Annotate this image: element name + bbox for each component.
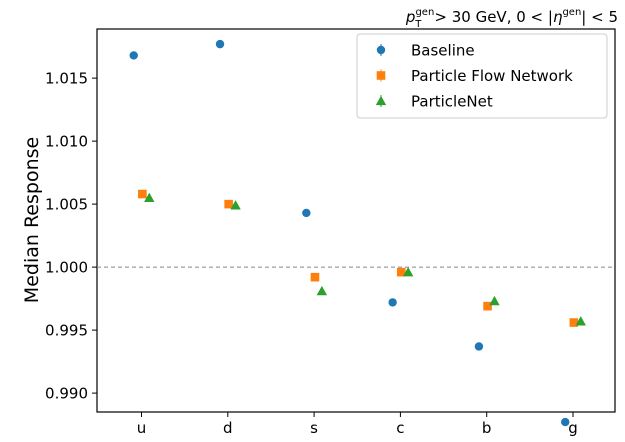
legend-marker-square (376, 71, 386, 80)
legend-box (356, 33, 608, 119)
title-pt-superscript: gen (415, 7, 434, 18)
data-point-square (224, 199, 233, 209)
title-eta-symbol: η (553, 8, 563, 26)
y-axis: 0.990 0.995 1.000 1.005 1.010 1.015 (45, 70, 97, 403)
data-point-square (396, 267, 406, 277)
x-tick-label: s (310, 419, 318, 437)
data-point-triangle (316, 285, 328, 296)
x-tick-label: d (223, 419, 233, 437)
data-point-circle (129, 51, 138, 60)
legend-label: Particle Flow Network (411, 67, 573, 85)
title-end-text: | < 5 (581, 8, 618, 26)
chart-title: pgen T > 30 GeV, 0 < |ηgen| < 5 (405, 7, 618, 30)
legend-label: ParticleNet (411, 93, 493, 111)
legend-label: Baseline (411, 42, 475, 60)
title-eta-superscript: gen (562, 7, 581, 18)
title-pt-subscript: T (414, 19, 422, 30)
data-point-circle (215, 39, 225, 49)
title-pt-symbol: p (405, 8, 416, 26)
x-tick-label: b (482, 419, 492, 437)
y-tick-label: 1.010 (45, 133, 88, 151)
data-point-square (310, 272, 320, 282)
data-point-circle (388, 298, 397, 307)
y-tick-label: 0.995 (45, 322, 88, 340)
legend-items: Baseline Particle Flow Network ParticleNet (375, 42, 573, 111)
data-point-triangle (230, 200, 241, 210)
legend-marker-triangle (375, 95, 387, 106)
data-point-circle (561, 417, 570, 427)
plot-frame (96, 28, 616, 413)
data-point-square (569, 318, 579, 327)
x-tick-label: c (396, 419, 404, 437)
data-point-triangle (144, 192, 155, 202)
y-tick-label: 0.990 (45, 385, 88, 403)
legend-marker-circle (376, 45, 386, 55)
y-tick-label: 1.015 (45, 70, 88, 88)
data-point-triangle (489, 295, 500, 306)
data-point-triangle (402, 266, 414, 277)
x-tick-label: u (137, 419, 147, 437)
data-markers (129, 39, 586, 427)
x-tick-label: g (568, 419, 578, 437)
data-point-square (483, 301, 492, 311)
y-axis-label: Median Response (21, 137, 43, 303)
y-tick-label: 1.000 (45, 259, 88, 277)
data-point-triangle (575, 316, 586, 326)
y-tick-label: 1.005 (45, 196, 88, 214)
data-point-circle (474, 342, 484, 351)
data-point-circle (302, 208, 311, 218)
data-point-square (138, 189, 147, 199)
title-middle-text: > 30 GeV, 0 < | (434, 8, 553, 26)
legend: Baseline Particle Flow Network ParticleNet (356, 33, 608, 119)
